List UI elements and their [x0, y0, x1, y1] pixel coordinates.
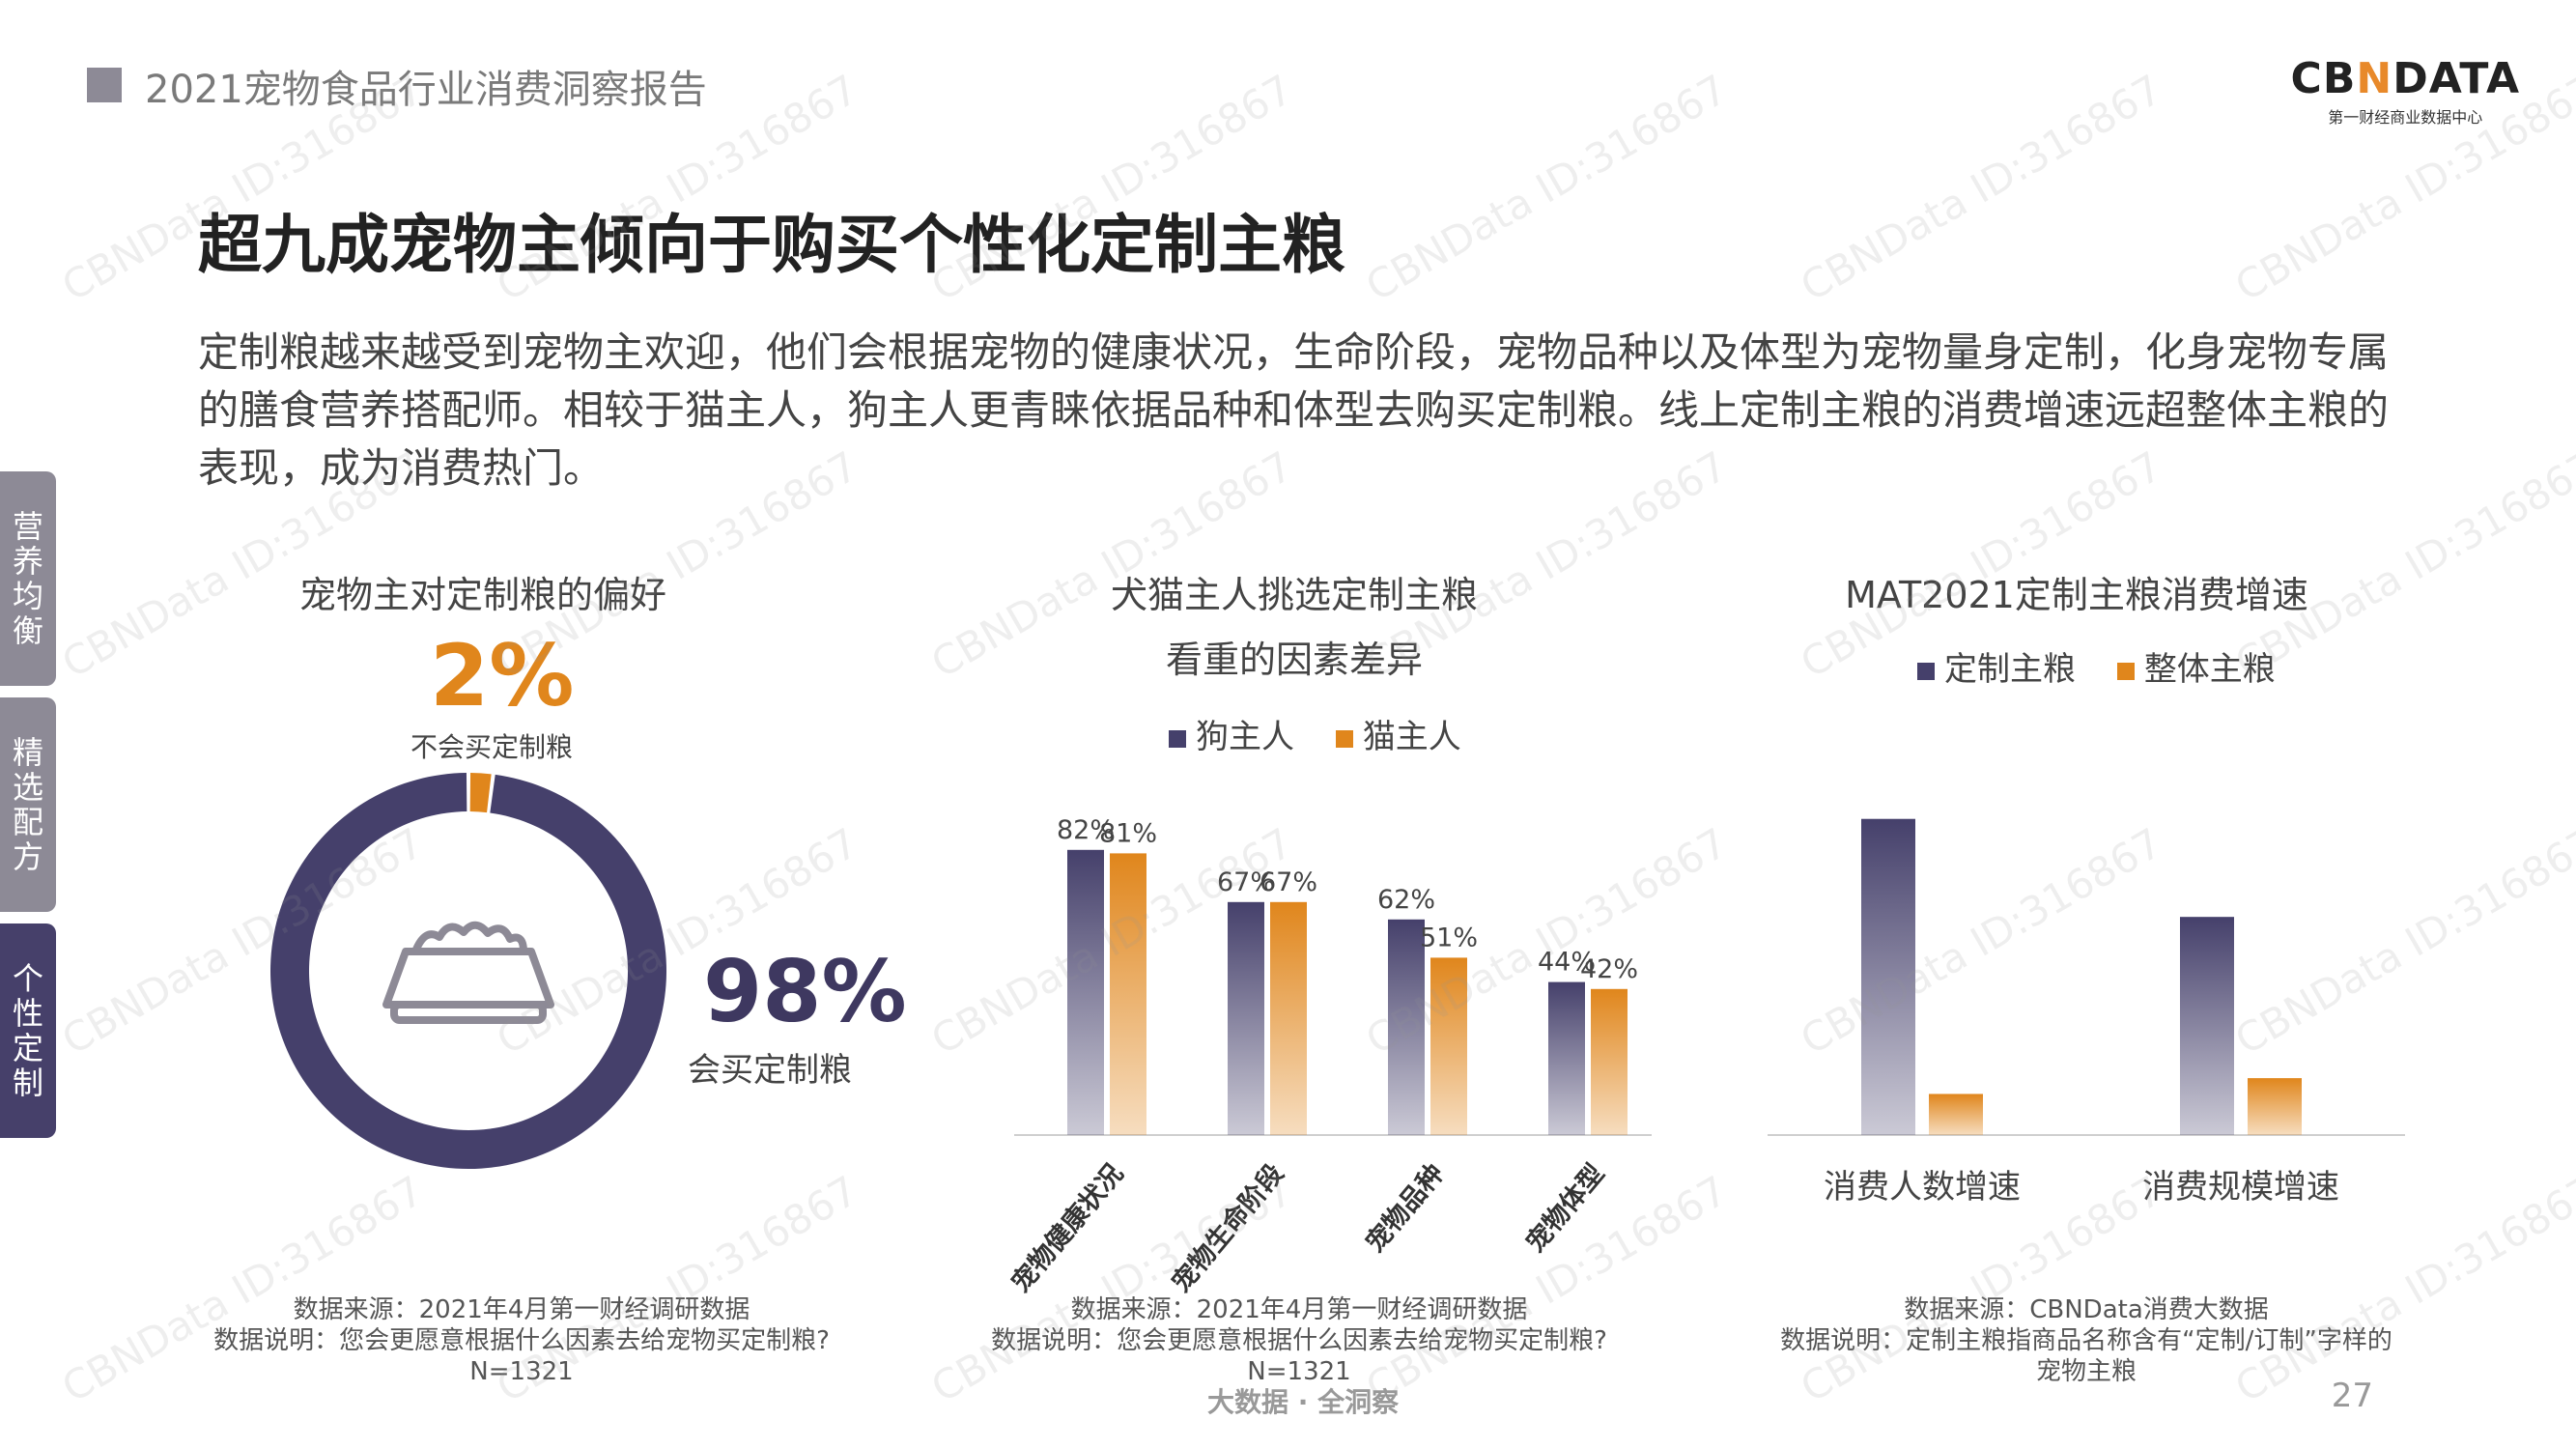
donut-no-buy-percent: 2% — [430, 626, 575, 725]
donut-buy-label: 会买定制粮 — [688, 1051, 852, 1090]
legend-dog-owner: 狗主人 — [1169, 718, 1294, 756]
donut-no-buy-label: 不会买定制粮 — [410, 731, 574, 763]
note-description: 数据说明：您会更愿意根据什么因素去给宠物买定制粮? — [991, 1326, 1607, 1355]
growth-bar-chart: 消费人数增速 消费规模增速 — [1768, 818, 2405, 1207]
bar-chart-legend: 狗主人 猫主人 — [1169, 710, 1492, 757]
bar-label-宠物健康状况-狗主人: 82% — [1057, 815, 1115, 845]
bar-label-宠物品种-猫主人: 51% — [1420, 923, 1478, 952]
category-label-宠物健康状况: 宠物健康状况 — [1005, 1158, 1130, 1298]
header-square-marker — [87, 68, 122, 102]
category-label-消费人数增速: 消费人数增速 — [1824, 1168, 2021, 1207]
growth-chart-legend: 定制主粮 整体主粮 — [1917, 642, 2307, 690]
donut-buy-percent: 98% — [703, 942, 907, 1041]
note-sample: N=1321 — [1247, 1357, 1351, 1386]
bar-label-宠物体型-狗主人: 44% — [1538, 948, 1596, 978]
bar-消费规模增速-定制主粮 — [2180, 917, 2234, 1135]
side-tab-nutrition[interactable]: 营养均衡 — [0, 471, 56, 686]
bar-宠物体型-猫主人 — [1591, 988, 1628, 1135]
food-bowl-icon — [382, 921, 554, 1024]
footer-tagline: 大数据 · 全洞察 — [1207, 1386, 1400, 1418]
bar-chart-notes: 数据来源：2021年4月第一财经调研数据 数据说明：您会更愿意根据什么因素去给宠… — [966, 1294, 1632, 1387]
donut-chart — [269, 773, 666, 1169]
bar-label-宠物品种-狗主人: 62% — [1377, 885, 1435, 915]
donut-notes: 数据来源：2021年4月第一财经调研数据 数据说明：您会更愿意根据什么因素去给宠… — [184, 1294, 860, 1387]
cbndata-logo: CBNDATA 第一财经商业数据中心 — [2291, 56, 2520, 128]
legend-custom-staple: 定制主粮 — [1917, 650, 2076, 689]
note-sample: N=1321 — [469, 1357, 574, 1386]
page-title: 超九成宠物主倾向于购买个性化定制主粮 — [198, 208, 1345, 282]
bar-label-宠物体型-猫主人: 42% — [1580, 954, 1638, 984]
bar-宠物健康状况-狗主人 — [1067, 849, 1104, 1135]
note-source: 数据来源：CBNData消费大数据 — [1904, 1295, 2269, 1324]
bar-label-宠物生命阶段-狗主人: 67% — [1217, 867, 1275, 897]
bar-宠物生命阶段-狗主人 — [1228, 901, 1264, 1135]
side-tab-formula[interactable]: 精选配方 — [0, 697, 56, 912]
bar-label-宠物生命阶段-猫主人: 67% — [1260, 867, 1317, 897]
bar-label-宠物健康状况-猫主人: 81% — [1099, 818, 1157, 848]
page-number: 27 — [2331, 1377, 2373, 1415]
note-description-cont: 宠物主粮 — [2035, 1357, 2137, 1386]
category-label-宠物生命阶段: 宠物生命阶段 — [1166, 1158, 1290, 1298]
donut-chart-title: 宠物主对定制粮的偏好 — [298, 574, 666, 616]
bar-宠物健康状况-猫主人 — [1110, 853, 1146, 1135]
category-label-宠物品种: 宠物品种 — [1359, 1158, 1450, 1258]
factor-bar-chart: 82%81% 宠物健康状况 67%67% 宠物生命阶段 62% 51% 宠物品种 44%42%… — [1005, 815, 1652, 1298]
legend-cat-owner: 猫主人 — [1335, 718, 1461, 756]
note-description: 数据说明：定制主粮指商品名称含有“定制/订制”字样的 — [1780, 1326, 2392, 1355]
bar-消费规模增速-整体主粮 — [2248, 1078, 2302, 1135]
note-description: 数据说明：您会更愿意根据什么因素去给宠物买定制粮? — [213, 1326, 830, 1355]
growth-chart-notes: 数据来源：CBNData消费大数据 数据说明：定制主粮指商品名称含有“定制/订制… — [1758, 1294, 2415, 1387]
bar-消费人数增速-定制主粮 — [1861, 818, 1915, 1135]
bar-chart-title-line2: 看重的因素差异 — [1165, 639, 1423, 681]
note-source: 数据来源：2021年4月第一财经调研数据 — [293, 1295, 750, 1324]
bar-消费人数增速-整体主粮 — [1929, 1094, 1983, 1135]
logo-wordmark: CBNDATA — [2290, 54, 2520, 103]
bar-宠物品种-狗主人 — [1388, 919, 1425, 1135]
bar-宠物品种-猫主人 — [1430, 957, 1467, 1135]
logo-subtitle: 第一财经商业数据中心 — [2328, 108, 2483, 127]
legend-overall-staple: 整体主粮 — [2116, 650, 2276, 689]
intro-paragraph: 定制粮越来越受到宠物主欢迎，他们会根据宠物的健康状况，生命阶段，宠物品种以及体型… — [198, 328, 2390, 492]
donut-slice-buy — [269, 773, 666, 1169]
bar-宠物体型-狗主人 — [1548, 981, 1585, 1135]
note-source: 数据来源：2021年4月第一财经调研数据 — [1070, 1295, 1528, 1324]
watermark-text: CBNData ID:316867 — [1358, 65, 1736, 311]
side-tab-customized[interactable]: 个性定制 — [0, 923, 56, 1138]
growth-chart-title: MAT2021定制主粮消费增速 — [1845, 574, 2308, 616]
bar-chart-title-line1: 犬猫主人挑选定制主粮 — [1110, 574, 1478, 616]
report-title: 2021宠物食品行业消费洞察报告 — [145, 68, 707, 112]
watermark-text: CBNData ID:316867 — [1793, 65, 2170, 311]
category-label-消费规模增速: 消费规模增速 — [2142, 1168, 2339, 1207]
category-label-宠物体型: 宠物体型 — [1519, 1158, 1610, 1258]
donut-slice-no-buy — [469, 773, 492, 813]
bar-宠物生命阶段-猫主人 — [1270, 901, 1307, 1135]
